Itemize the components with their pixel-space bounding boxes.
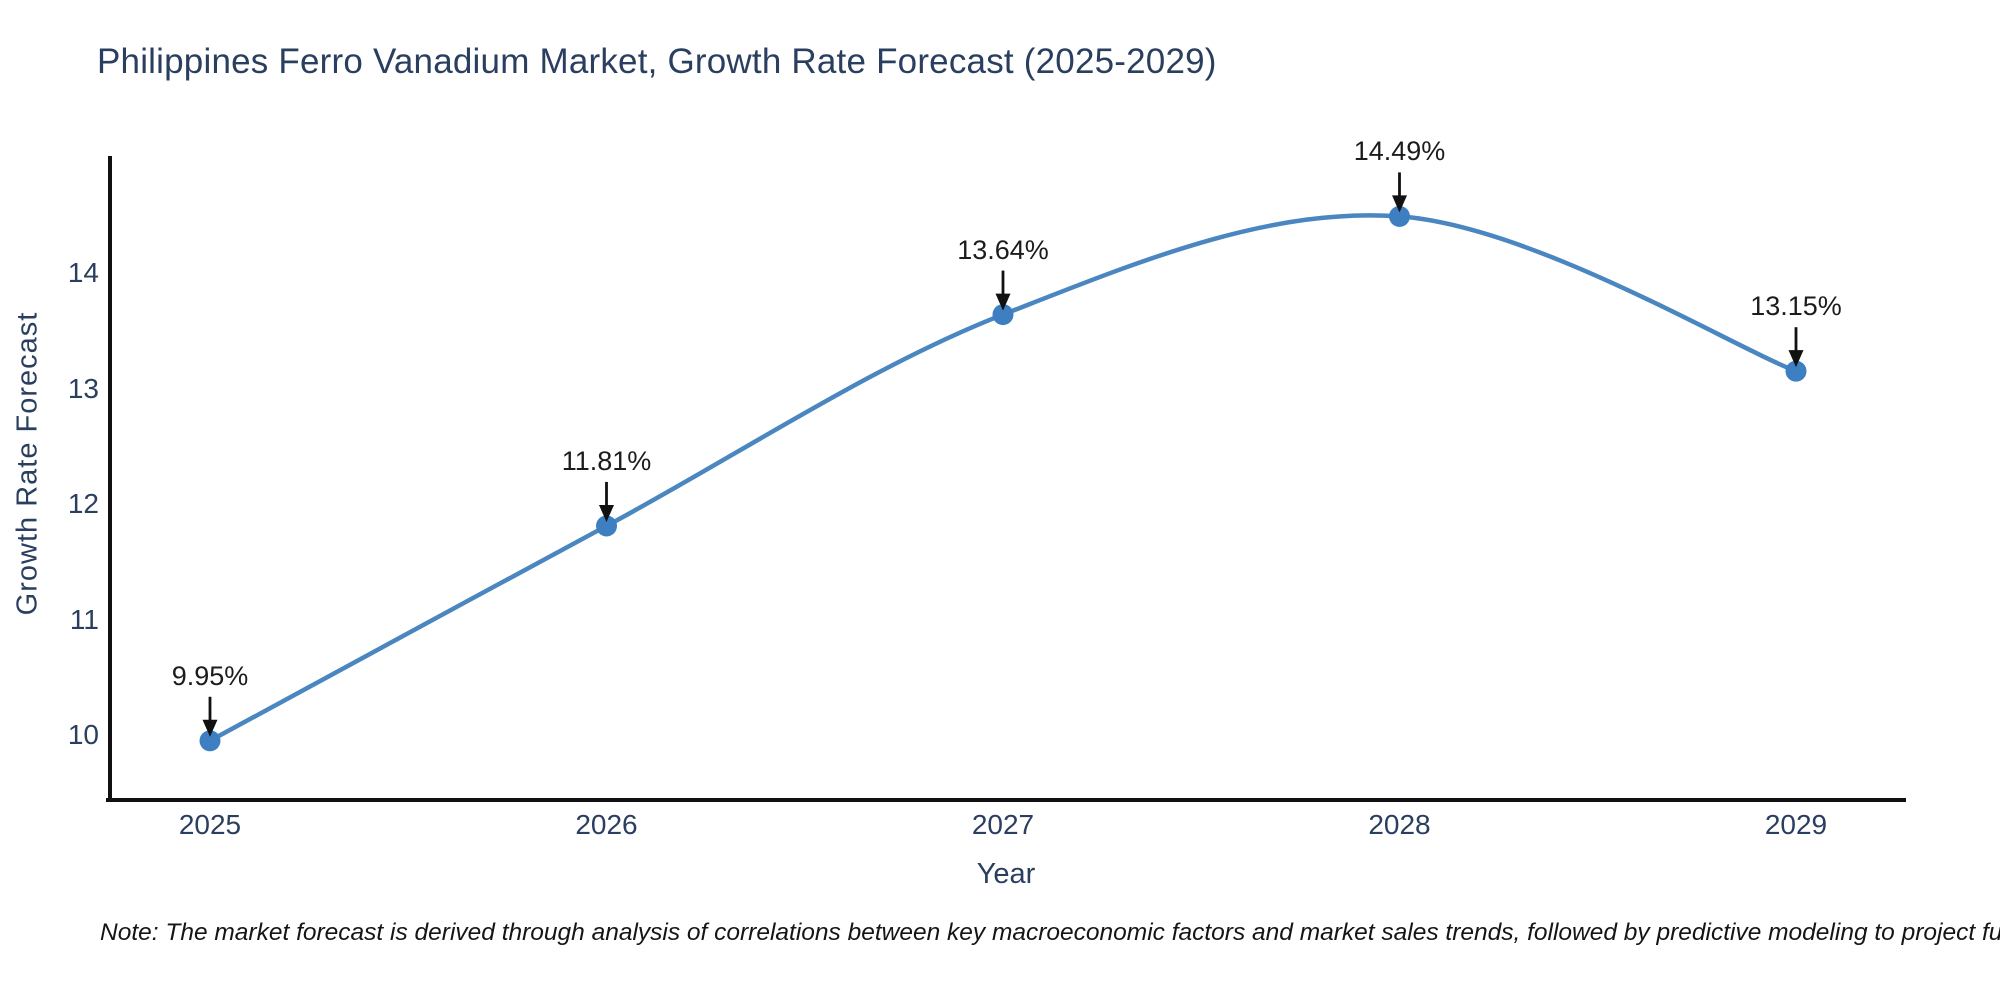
annotation-arrow-head (1788, 350, 1804, 368)
y-tick-label-10: 10 (67, 719, 99, 750)
x-tick-label-2027: 2027 (971, 809, 1035, 840)
data-point-2028 (1389, 205, 1410, 227)
y-tick-label-14: 14 (67, 257, 99, 288)
chart-title: Philippines Ferro Vanadium Market, Growt… (97, 42, 1217, 81)
y-tick-label-13: 13 (67, 372, 99, 404)
annotation-arrow-head (1392, 195, 1407, 213)
point-label-2025: 9.95% (171, 660, 249, 691)
x-tick-label-2026: 2026 (575, 809, 638, 840)
data-point-2027 (992, 304, 1014, 326)
data-point-2026 (596, 515, 617, 537)
x-tick-label-2029: 2029 (1764, 809, 1828, 840)
point-label-2029: 13.15% (1750, 291, 1842, 322)
point-label-2026: 11.81% (561, 445, 652, 476)
y-tick-label-11: 11 (69, 603, 99, 635)
annotation-arrow-head (202, 719, 218, 737)
data-point-2025 (199, 730, 221, 752)
x-tick-label-2025: 2025 (178, 809, 242, 840)
point-label-2027: 13.64% (957, 234, 1049, 265)
data-point-2029 (1785, 360, 1807, 382)
annotation-arrow-head (599, 504, 614, 522)
x-tick-label-2028: 2028 (1368, 809, 1431, 840)
y-tick-label-12: 12 (67, 488, 99, 519)
annotation-arrow-head (995, 293, 1011, 311)
point-label-2028: 14.49% (1353, 136, 1446, 167)
footnote: Note: The market forecast is derived thr… (100, 919, 2000, 946)
x-axis-title: Year (976, 858, 1036, 890)
